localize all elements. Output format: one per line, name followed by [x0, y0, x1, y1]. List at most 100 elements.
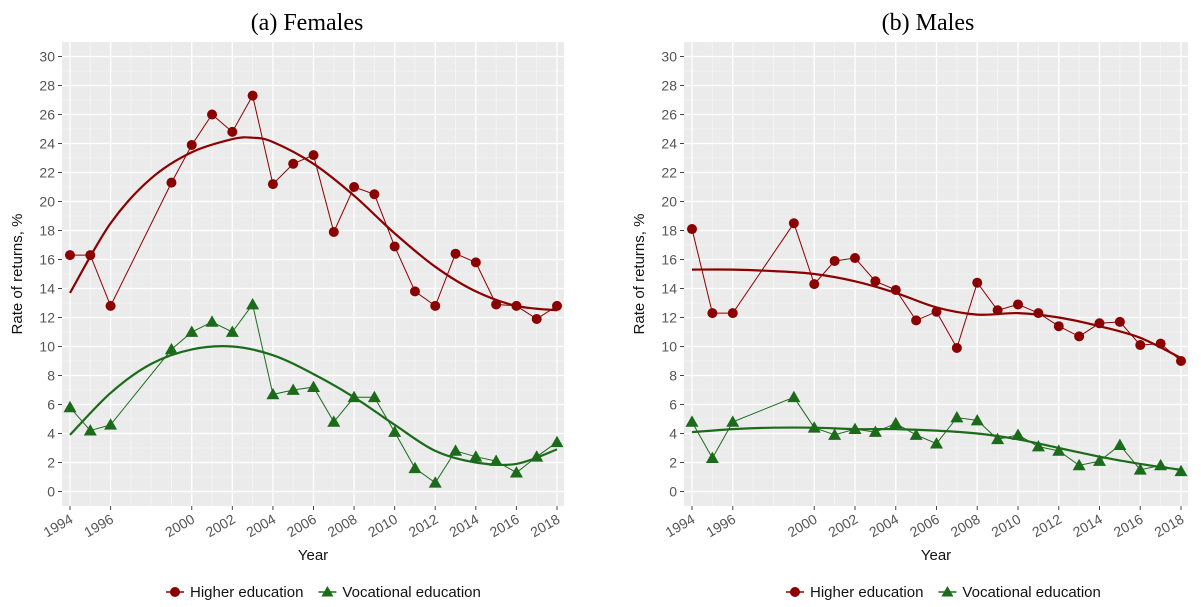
chart-panel-1: (a) Females02468101214161820222426283019…: [9, 10, 564, 601]
data-point: [247, 90, 258, 101]
data-point: [185, 325, 199, 337]
x-tick-label: 1994: [41, 511, 76, 541]
data-point: [491, 299, 502, 310]
legend-label: Higher education: [190, 584, 303, 601]
data-point: [909, 428, 923, 440]
y-axis-label: Rate of returns, %: [631, 214, 648, 335]
data-point: [809, 279, 820, 290]
y-tick-label: 8: [47, 368, 55, 384]
data-point: [992, 305, 1003, 316]
y-tick-label: 20: [661, 194, 677, 210]
y-tick-label: 28: [661, 78, 677, 94]
x-tick-label: 1996: [703, 511, 738, 541]
data-point: [550, 435, 564, 448]
data-point: [511, 300, 522, 311]
data-point: [509, 466, 523, 478]
data-point: [1013, 299, 1023, 310]
data-point: [1113, 438, 1127, 450]
data-point: [705, 451, 719, 464]
data-point: [205, 315, 219, 327]
x-tick-label: 1994: [663, 511, 698, 541]
data-point: [868, 425, 882, 437]
data-point: [970, 413, 984, 426]
data-point: [470, 257, 481, 268]
y-tick-label: 18: [39, 223, 55, 239]
data-point: [930, 437, 943, 449]
data-point: [829, 255, 840, 266]
legend-key-marker: [321, 586, 334, 597]
data-point: [911, 315, 922, 326]
data-point: [428, 476, 442, 488]
y-tick-label: 12: [39, 310, 55, 326]
y-tick-label: 30: [39, 49, 55, 65]
trend-line: [69, 345, 558, 467]
data-point: [1174, 464, 1188, 477]
data-point: [1133, 463, 1147, 475]
data-point: [349, 182, 360, 192]
legend-item: Vocational education: [318, 584, 481, 601]
x-tick-label: 2000: [162, 511, 197, 541]
data-point: [848, 422, 862, 435]
legend-item: Higher education: [166, 584, 303, 601]
data-point: [267, 179, 278, 190]
data-point: [489, 454, 503, 466]
data-point: [286, 383, 300, 395]
x-tick-label: 2012: [406, 511, 441, 541]
data-point: [369, 189, 380, 200]
data-point: [1154, 458, 1168, 471]
series-vocational-education: [685, 390, 1188, 477]
legend-item: Vocational education: [938, 584, 1101, 601]
data-point: [1176, 356, 1186, 366]
y-tick-label: 26: [39, 107, 55, 123]
y-tick-label: 24: [39, 136, 55, 152]
data-point: [530, 450, 544, 462]
y-tick-label: 20: [39, 194, 55, 210]
data-point: [991, 432, 1005, 445]
chart-panel-2: (b) Males0246810121416182022242628301994…: [631, 10, 1188, 601]
x-tick-label: 2004: [866, 511, 901, 541]
legend: Higher education Vocational education: [786, 584, 1101, 601]
x-axis-label: Year: [298, 547, 328, 564]
y-tick-label: 6: [669, 397, 677, 413]
data-point: [1094, 318, 1105, 329]
data-point: [726, 415, 740, 427]
data-point: [347, 390, 361, 403]
legend: Higher education Vocational education: [166, 584, 481, 601]
data-point: [687, 224, 697, 235]
data-point: [951, 342, 962, 353]
data-point: [1011, 428, 1025, 440]
y-tick-label: 10: [39, 339, 55, 355]
data-point: [65, 250, 75, 261]
y-tick-label: 8: [669, 368, 677, 384]
data-point: [1135, 340, 1146, 351]
x-tick-label: 2008: [948, 511, 983, 541]
data-point: [266, 387, 280, 400]
data-point: [449, 444, 463, 456]
y-tick-label: 28: [39, 78, 55, 94]
y-tick-label: 22: [39, 165, 55, 181]
data-point: [889, 416, 903, 429]
data-point: [469, 450, 483, 462]
x-tick-label: 2016: [487, 511, 522, 541]
data-point: [950, 411, 964, 423]
x-axis-label: Year: [921, 547, 951, 564]
x-tick-label: 2000: [785, 511, 820, 541]
data-point: [246, 297, 260, 310]
x-tick-label: 1996: [81, 511, 116, 541]
legend-item: Higher education: [786, 584, 923, 601]
y-tick-label: 30: [661, 49, 677, 65]
y-tick-label: 0: [47, 484, 55, 500]
x-tick-label: 2004: [243, 511, 278, 541]
data-point: [552, 300, 562, 311]
y-tick-label: 22: [661, 165, 677, 181]
data-point: [890, 284, 901, 295]
x-tick-label: 2014: [446, 511, 481, 541]
data-point: [787, 390, 801, 403]
data-point: [1053, 321, 1064, 332]
data-point: [870, 276, 881, 287]
legend-key-marker: [941, 586, 954, 597]
data-point: [408, 461, 422, 474]
data-point: [1114, 316, 1125, 327]
y-tick-label: 16: [39, 252, 55, 268]
data-point: [1052, 444, 1066, 456]
